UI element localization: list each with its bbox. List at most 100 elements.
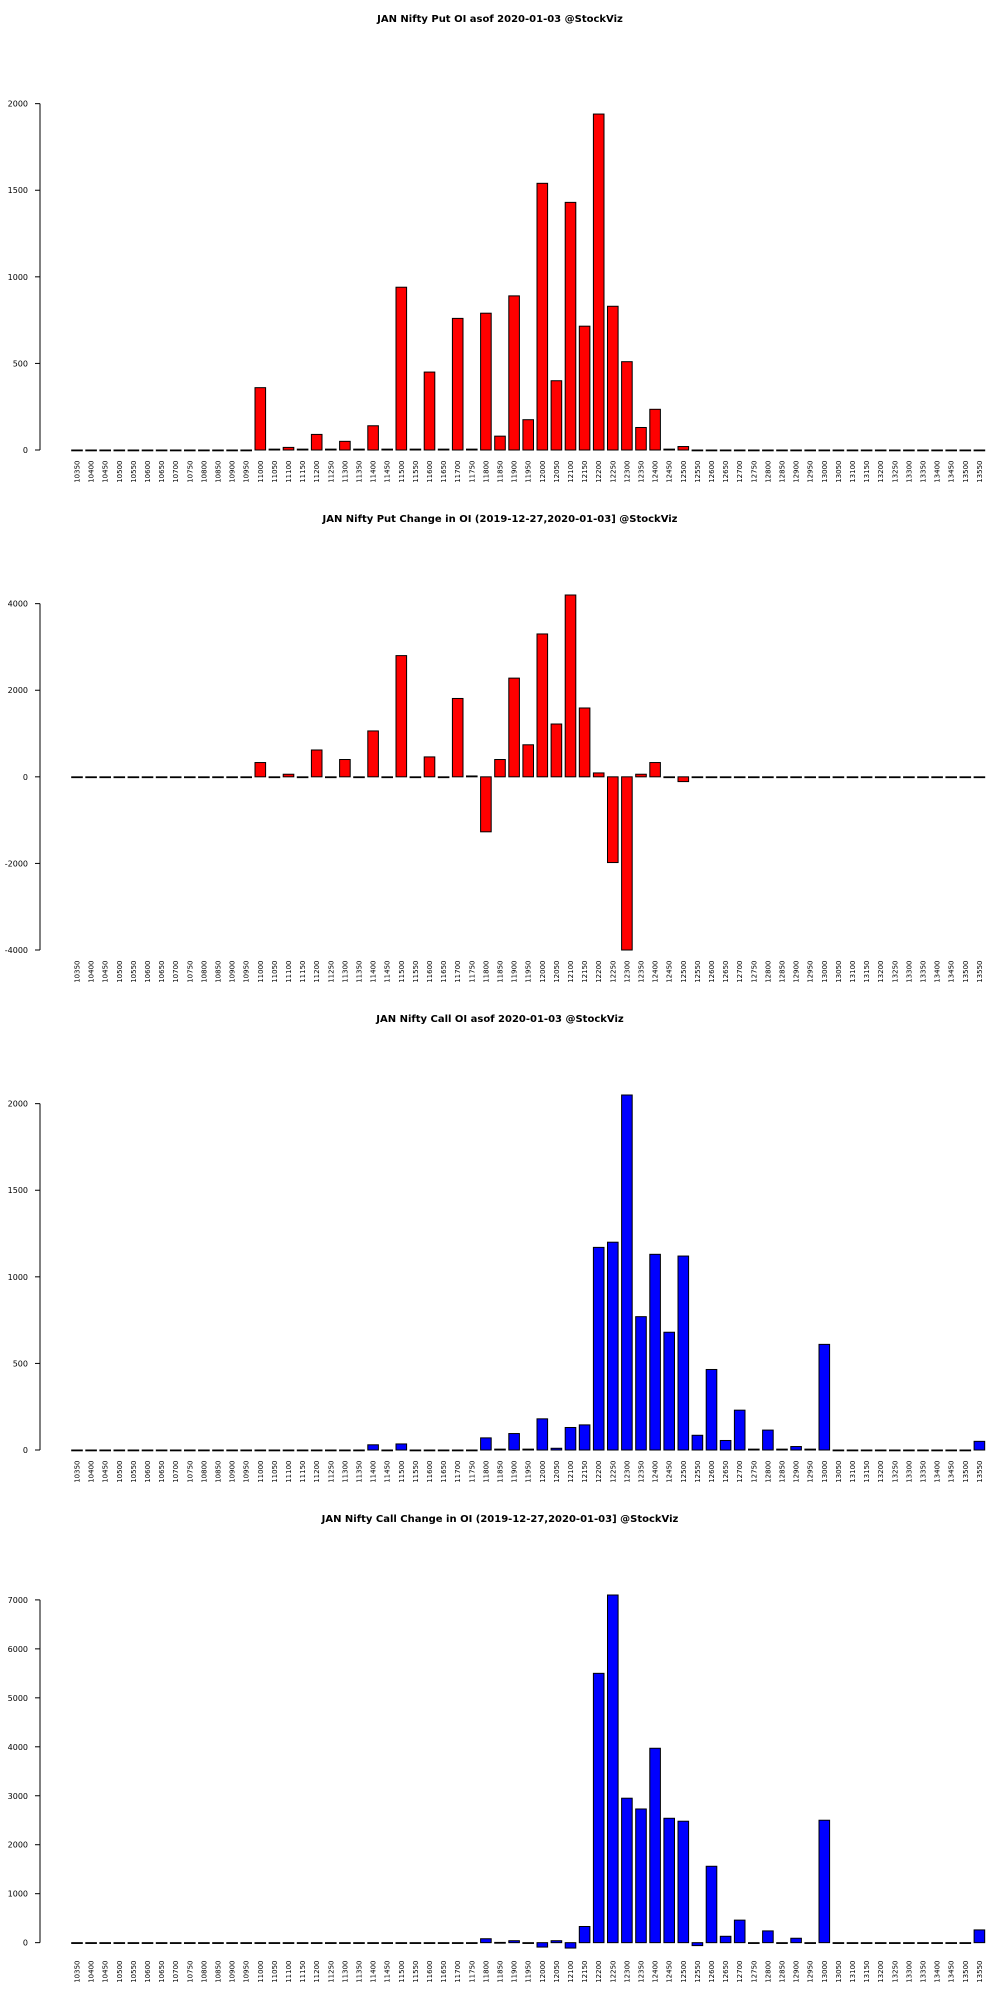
bar-11050 [268,776,281,779]
bar-13550 [973,776,986,779]
x-tick-label: 11600 [426,461,434,483]
x-tick-label: 10350 [74,961,82,983]
bar-10850 [212,1449,224,1452]
y-tick-label: 1500 [8,186,28,195]
x-tick-label: 11100 [285,1961,293,1983]
x-tick-label: 12750 [750,961,758,983]
bar-12500 [677,1820,690,1944]
bar-12100 [564,1426,577,1451]
bar-12500 [677,1255,690,1451]
bar-12850 [776,1448,788,1451]
x-tick-label: 10950 [243,461,251,483]
bar-12850 [776,776,788,779]
x-tick-label: 13250 [891,961,899,983]
bar-13250 [889,776,901,779]
bar-13250 [889,449,901,452]
bar-11000 [254,387,267,451]
bar-12800 [762,449,774,452]
x-tick-label: 12250 [609,461,617,483]
bar-12700 [733,1919,746,1944]
chart-panel-3: JAN Nifty Call Change in OI (2019-12-27,… [8,1514,986,1983]
x-tick-label: 12700 [736,1961,744,1983]
x-tick-label: 12600 [708,961,716,983]
x-tick-label: 11500 [398,1461,406,1483]
x-tick-label: 13450 [948,961,956,983]
bar-12800 [762,1930,774,1944]
chart-title: JAN Nifty Put Change in OI (2019-12-27,2… [321,514,677,525]
bar-11200 [310,1449,323,1452]
x-tick-label: 13400 [934,961,942,983]
bar-12350 [635,426,647,451]
x-tick-label: 10450 [102,961,110,983]
x-tick-label: 10600 [144,1961,152,1983]
x-tick-label: 12550 [694,1961,702,1983]
x-tick-label: 13150 [863,461,871,483]
bar-11200 [310,1942,323,1944]
bar-12700 [733,449,746,452]
x-tick-label: 11000 [257,1461,265,1483]
x-tick-label: 10800 [200,1961,208,1983]
bar-11650 [437,776,450,779]
x-tick-label: 13100 [849,461,857,483]
bar-12400 [649,408,661,451]
bar-10650 [155,1449,168,1452]
bar-13400 [931,1942,943,1944]
x-tick-label: 12300 [623,1961,631,1983]
bar-11600 [423,756,436,778]
y-tick-label: 5000 [8,1694,28,1703]
x-tick-label: 11300 [341,961,349,983]
x-tick-label: 12950 [807,1461,815,1483]
bar-11350 [353,448,365,451]
x-tick-label: 11000 [257,961,265,983]
bar-11450 [381,1449,393,1452]
bar-12650 [719,776,732,779]
x-tick-label: 11400 [370,1461,378,1483]
bar-12950 [804,449,817,452]
x-tick-label: 10350 [74,1461,82,1483]
x-tick-label: 12350 [638,1961,646,1983]
bar-13050 [832,1449,845,1452]
bar-12650 [719,1935,732,1944]
bar-12100 [564,201,577,451]
x-tick-label: 12950 [807,961,815,983]
bar-10700 [169,776,182,779]
x-tick-label: 12900 [793,1961,801,1983]
x-tick-label: 12350 [638,1461,646,1483]
x-tick-label: 10550 [130,461,138,483]
x-tick-label: 13300 [905,1461,913,1483]
bar-10800 [198,776,210,779]
x-tick-label: 11600 [426,961,434,983]
x-tick-label: 10800 [200,461,208,483]
bar-11800 [480,1938,492,1944]
x-tick-label: 13500 [962,1961,970,1983]
bar-11850 [494,1448,506,1451]
x-tick-label: 11700 [454,461,462,483]
x-tick-label: 12550 [694,461,702,483]
x-tick-label: 11050 [271,961,279,983]
x-tick-label: 11150 [299,461,307,483]
x-tick-label: 13050 [835,1961,843,1983]
y-tick-label: 1000 [8,1273,28,1282]
bar-10350 [71,449,83,452]
bar-10700 [169,449,182,452]
bar-11700 [451,1942,464,1944]
x-tick-label: 13200 [877,1461,885,1483]
x-tick-label: 12150 [581,1461,589,1483]
bar-11600 [423,371,436,451]
x-tick-label: 10900 [229,961,237,983]
bar-11550 [409,776,422,779]
x-tick-label: 11150 [299,1461,307,1483]
bar-11900 [508,295,520,451]
bar-13000 [818,449,831,452]
x-tick-label: 13150 [863,961,871,983]
x-tick-label: 12900 [793,1461,801,1483]
bar-10850 [212,1942,224,1944]
x-tick-label: 12600 [708,1461,716,1483]
x-tick-label: 10600 [144,1461,152,1483]
bar-12000 [536,1942,549,1948]
bar-12600 [705,1865,718,1944]
x-tick-label: 11750 [468,1961,476,1983]
bar-11700 [451,1449,464,1452]
bar-10800 [198,1449,210,1452]
